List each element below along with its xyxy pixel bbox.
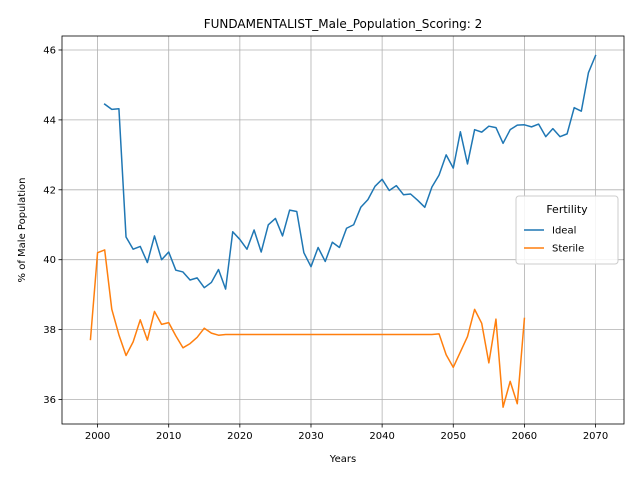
y-tick-label: 44 <box>43 115 56 126</box>
legend-label-ideal: Ideal <box>552 226 576 237</box>
y-tick-label: 38 <box>43 325 56 336</box>
x-tick-label: 2030 <box>298 431 323 442</box>
series-line-sterile <box>89 249 526 408</box>
legend-box <box>515 195 619 265</box>
legend: Fertility Ideal Sterile <box>515 195 619 265</box>
legend-title: Fertility <box>546 203 588 216</box>
y-tick-label: 40 <box>43 255 56 266</box>
x-axis-ticks: 2000 2010 2020 2030 2040 2050 2060 2070 <box>85 424 608 442</box>
plot-frame <box>61 35 625 425</box>
legend-entries: Ideal Sterile <box>524 226 584 255</box>
y-axis-label: % of Male Population <box>17 178 28 283</box>
x-tick-label: 2050 <box>441 431 466 442</box>
x-tick-label: 2020 <box>227 431 252 442</box>
series-line-ideal <box>103 54 597 290</box>
x-axis-label: Years <box>329 454 356 465</box>
y-tick-label: 42 <box>43 185 56 196</box>
y-tick-label: 46 <box>43 45 56 56</box>
x-tick-label: 2000 <box>85 431 110 442</box>
x-tick-label: 2070 <box>583 431 608 442</box>
y-axis-ticks: 36 38 40 42 44 46 <box>43 45 62 406</box>
chart-title: FUNDAMENTALIST_Male_Population_Scoring: … <box>204 17 483 31</box>
x-tick-label: 2040 <box>369 431 394 442</box>
series-layer <box>89 54 597 408</box>
legend-label-sterile: Sterile <box>552 244 584 255</box>
y-tick-label: 36 <box>43 395 56 406</box>
x-tick-label: 2060 <box>512 431 537 442</box>
x-tick-label: 2010 <box>156 431 181 442</box>
